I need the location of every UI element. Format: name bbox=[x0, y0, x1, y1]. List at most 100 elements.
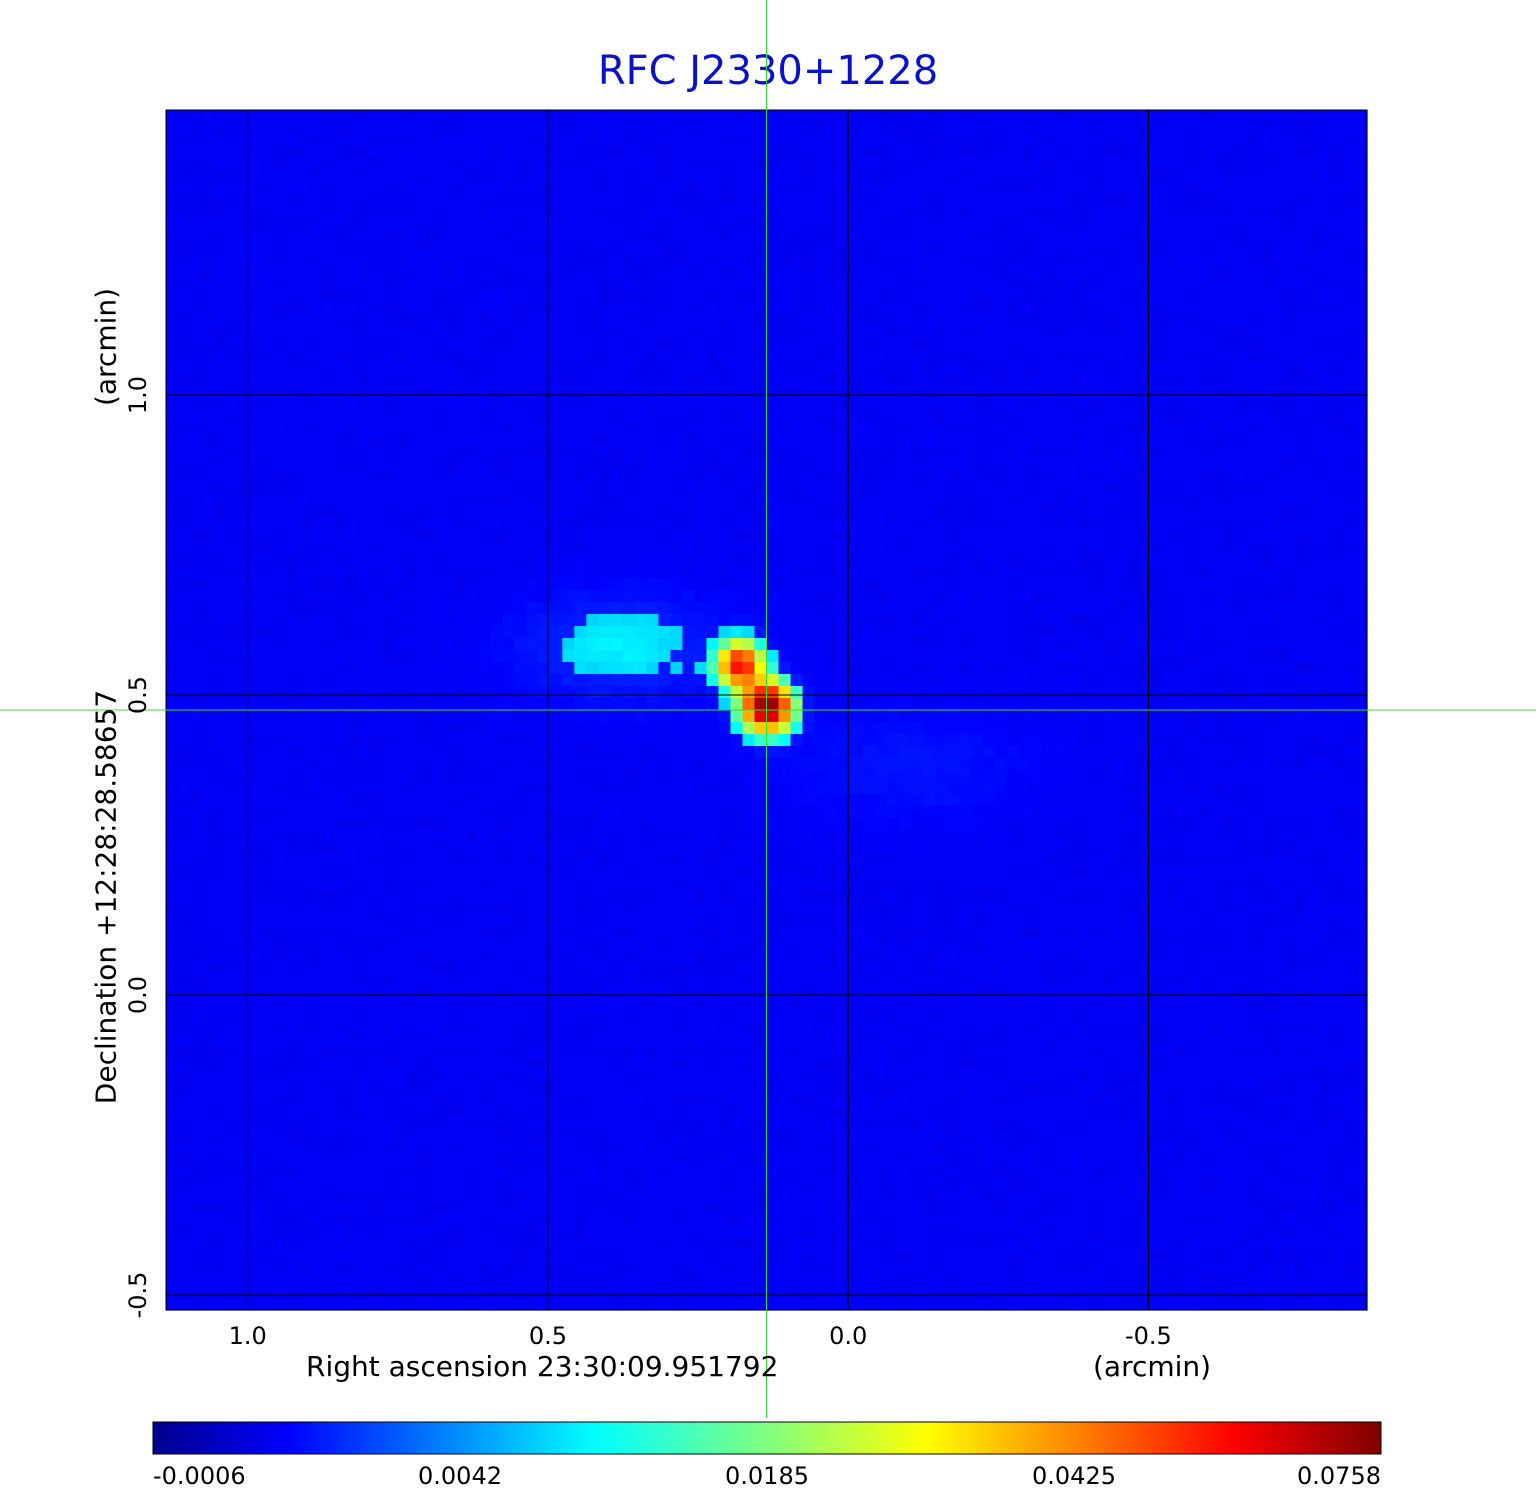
image-pixel bbox=[166, 494, 179, 507]
image-pixel bbox=[790, 554, 804, 567]
image-pixel bbox=[910, 110, 924, 123]
image-pixel bbox=[1066, 254, 1080, 267]
image-pixel bbox=[238, 554, 251, 567]
image-pixel bbox=[262, 650, 275, 663]
image-pixel bbox=[238, 266, 251, 279]
image-pixel bbox=[466, 278, 479, 291]
image-pixel bbox=[958, 566, 972, 579]
image-pixel bbox=[754, 302, 768, 315]
image-pixel bbox=[1294, 254, 1308, 267]
image-pixel bbox=[1150, 626, 1164, 639]
image-pixel bbox=[358, 158, 371, 171]
image-pixel bbox=[1246, 374, 1260, 387]
image-pixel bbox=[1198, 110, 1212, 123]
image-pixel bbox=[178, 422, 191, 435]
image-pixel bbox=[634, 374, 647, 387]
image-pixel bbox=[1306, 170, 1320, 183]
image-pixel bbox=[406, 338, 419, 351]
image-pixel bbox=[382, 326, 395, 339]
image-pixel bbox=[262, 494, 275, 507]
image-pixel bbox=[874, 398, 888, 411]
image-pixel bbox=[862, 554, 876, 567]
image-pixel bbox=[502, 674, 515, 687]
image-pixel bbox=[190, 350, 203, 363]
image-pixel bbox=[250, 626, 263, 639]
image-pixel bbox=[850, 326, 864, 339]
image-pixel bbox=[406, 518, 419, 531]
image-pixel bbox=[478, 410, 491, 423]
image-pixel bbox=[238, 638, 251, 651]
image-pixel bbox=[1234, 626, 1248, 639]
image-pixel bbox=[694, 194, 708, 207]
image-pixel bbox=[1174, 230, 1188, 243]
image-pixel bbox=[370, 446, 383, 459]
image-pixel bbox=[910, 134, 924, 147]
image-pixel bbox=[478, 638, 491, 651]
image-pixel bbox=[250, 590, 263, 603]
image-pixel bbox=[958, 338, 972, 351]
image-pixel bbox=[826, 542, 840, 555]
image-pixel bbox=[418, 614, 431, 627]
image-pixel bbox=[490, 518, 503, 531]
image-pixel bbox=[1114, 542, 1128, 555]
image-pixel bbox=[1270, 326, 1284, 339]
image-pixel bbox=[454, 674, 467, 687]
image-pixel bbox=[1210, 470, 1224, 483]
image-pixel bbox=[574, 254, 587, 267]
image-pixel bbox=[1078, 326, 1092, 339]
image-pixel bbox=[370, 290, 383, 303]
image-pixel bbox=[586, 386, 599, 399]
image-pixel bbox=[574, 566, 587, 579]
image-pixel bbox=[826, 170, 840, 183]
image-pixel bbox=[454, 458, 467, 471]
image-pixel bbox=[214, 674, 227, 687]
image-pixel bbox=[1282, 206, 1296, 219]
image-pixel bbox=[598, 626, 611, 639]
image-pixel bbox=[814, 422, 828, 435]
image-pixel bbox=[238, 566, 251, 579]
image-pixel bbox=[310, 566, 323, 579]
image-pixel bbox=[814, 122, 828, 135]
image-pixel bbox=[202, 206, 215, 219]
image-pixel bbox=[178, 542, 191, 555]
image-pixel bbox=[658, 686, 672, 699]
image-pixel bbox=[658, 242, 672, 255]
image-pixel bbox=[622, 170, 635, 183]
image-pixel bbox=[418, 182, 431, 195]
image-pixel bbox=[970, 506, 984, 519]
image-pixel bbox=[574, 698, 587, 711]
image-pixel bbox=[802, 530, 816, 543]
image-pixel bbox=[406, 350, 419, 363]
image-pixel bbox=[850, 482, 864, 495]
image-pixel bbox=[1318, 674, 1332, 687]
image-pixel bbox=[1018, 614, 1032, 627]
image-pixel bbox=[1174, 302, 1188, 315]
image-pixel bbox=[334, 230, 347, 243]
image-pixel bbox=[1270, 626, 1284, 639]
image-pixel bbox=[394, 218, 407, 231]
image-pixel bbox=[1018, 194, 1032, 207]
image-pixel bbox=[1306, 110, 1320, 123]
image-pixel bbox=[178, 290, 191, 303]
image-pixel bbox=[406, 470, 419, 483]
image-pixel bbox=[922, 482, 936, 495]
image-pixel bbox=[1102, 422, 1116, 435]
image-pixel bbox=[1294, 338, 1308, 351]
image-pixel bbox=[334, 110, 347, 123]
image-pixel bbox=[754, 602, 768, 615]
image-pixel bbox=[1222, 422, 1236, 435]
image-pixel bbox=[922, 254, 936, 267]
image-pixel bbox=[922, 158, 936, 171]
image-pixel bbox=[1150, 290, 1164, 303]
image-pixel bbox=[1270, 230, 1284, 243]
image-pixel bbox=[598, 398, 611, 411]
image-pixel bbox=[922, 302, 936, 315]
image-pixel bbox=[310, 374, 323, 387]
image-pixel bbox=[862, 350, 876, 363]
image-pixel bbox=[1222, 626, 1236, 639]
image-pixel bbox=[298, 290, 311, 303]
image-pixel bbox=[1078, 686, 1092, 699]
image-pixel bbox=[718, 242, 732, 255]
image-pixel bbox=[202, 482, 215, 495]
image-pixel bbox=[1042, 518, 1056, 531]
